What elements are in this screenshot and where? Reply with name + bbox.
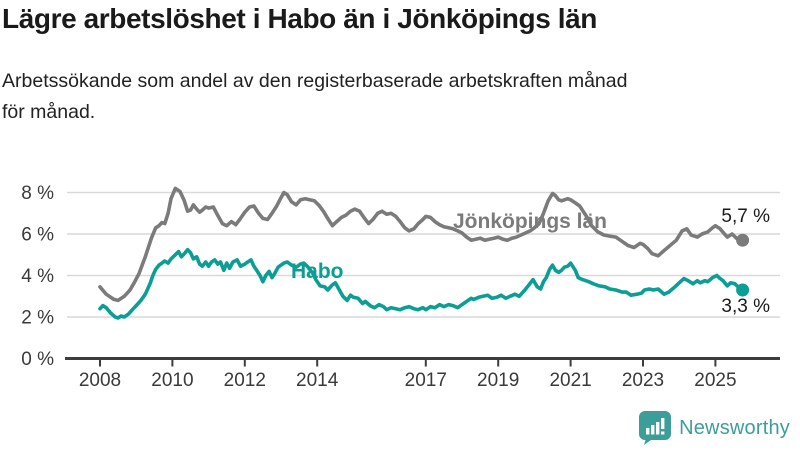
end-value-label-jonkopings-lan: 5,7 % xyxy=(721,206,770,227)
x-tick-label-2019: 2019 xyxy=(477,370,519,391)
y-axis-labels: 0 % 2 % 4 % 6 % 8 % xyxy=(21,183,54,370)
y-tick-label-2pct: 2 % xyxy=(21,308,54,329)
y-tick-label-8pct: 8 % xyxy=(21,183,54,204)
x-tick-label-2021: 2021 xyxy=(549,370,591,391)
series-label-habo: Habo xyxy=(291,260,344,283)
x-tick-label-2017: 2017 xyxy=(405,370,447,391)
y-tick-label-6pct: 6 % xyxy=(21,225,54,246)
x-tick-label-2014: 2014 xyxy=(296,370,339,391)
x-tick-label-2012: 2012 xyxy=(224,370,266,391)
subtitle-line-2: för månad. xyxy=(2,101,96,123)
newsworthy-logo-text: Newsworthy xyxy=(679,416,790,439)
x-tick-label-2008: 2008 xyxy=(79,370,121,391)
end-value-label-habo: 3,3 % xyxy=(721,296,770,317)
y-tick-label-0pct: 0 % xyxy=(21,349,54,370)
x-tick-label-2010: 2010 xyxy=(151,370,193,391)
series-label-jonkopings-lan: Jönköpings län xyxy=(453,210,607,233)
series-line-j-nk-pings-l-n xyxy=(98,186,745,303)
newsworthy-bubble-chart-icon xyxy=(639,411,672,445)
page-title: Lägre arbetslöshet i Habo än i Jönköping… xyxy=(2,3,598,34)
subtitle-line-1: Arbetssökande som andel av den registerb… xyxy=(2,70,628,92)
chart-subtitle: Arbetssökande som andel av den registerb… xyxy=(2,66,792,128)
newsworthy-logo: Newsworthy xyxy=(639,411,790,445)
y-tick-label-4pct: 4 % xyxy=(21,266,54,287)
series-end-dot-j-nk-pings-l-n xyxy=(736,233,750,247)
x-axis-ticks: 2008 2010 2012 2014 2017 2019 2021 2023 2025 xyxy=(79,358,737,391)
series-line-habo xyxy=(98,247,745,320)
gridlines xyxy=(67,191,780,318)
series-lines xyxy=(98,186,750,320)
x-tick-label-2023: 2023 xyxy=(622,370,664,391)
series-end-dot-habo xyxy=(736,283,750,297)
x-tick-label-2025: 2025 xyxy=(694,370,736,391)
